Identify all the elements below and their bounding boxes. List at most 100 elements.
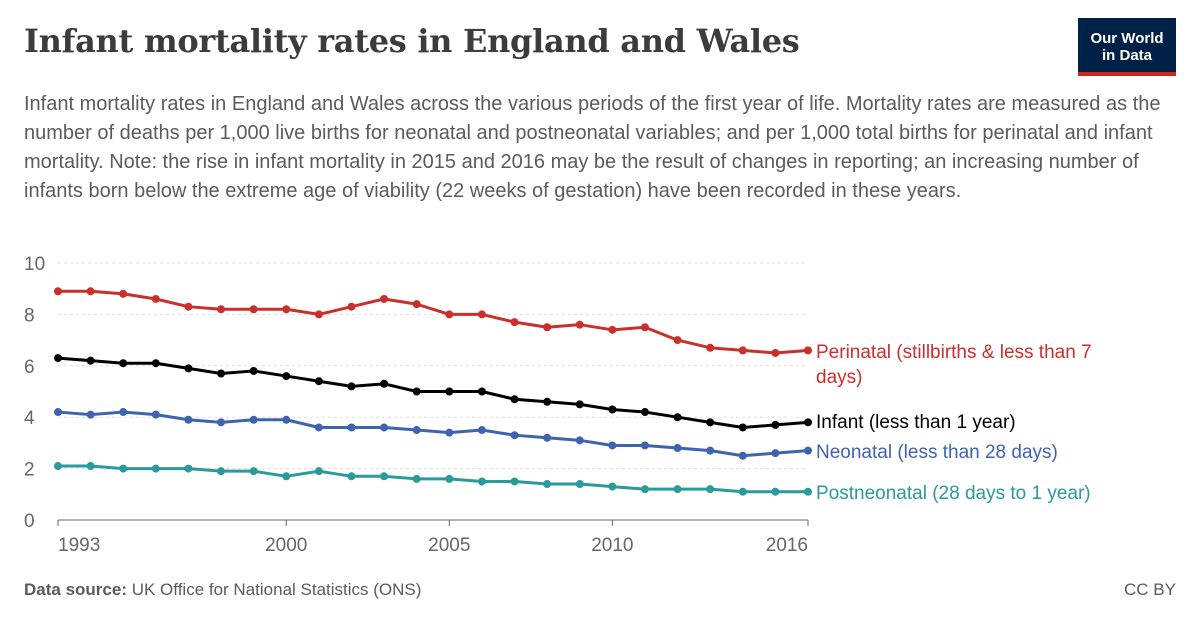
data-point-neonatal[interactable] — [119, 408, 128, 417]
data-point-perinatal[interactable] — [510, 318, 519, 327]
data-point-perinatal[interactable] — [640, 323, 649, 332]
data-point-neonatal[interactable] — [380, 423, 389, 432]
data-point-infant[interactable] — [282, 372, 291, 381]
data-point-infant[interactable] — [314, 377, 323, 386]
data-point-infant[interactable] — [608, 405, 617, 414]
data-point-postneonatal[interactable] — [445, 474, 454, 483]
data-point-perinatal[interactable] — [706, 343, 715, 352]
data-point-infant[interactable] — [477, 387, 486, 396]
data-point-postneonatal[interactable] — [804, 487, 812, 496]
data-point-infant[interactable] — [86, 356, 95, 365]
data-point-neonatal[interactable] — [412, 426, 421, 435]
data-point-perinatal[interactable] — [314, 310, 323, 319]
data-point-postneonatal[interactable] — [54, 462, 62, 471]
data-point-postneonatal[interactable] — [119, 464, 128, 473]
data-point-postneonatal[interactable] — [184, 464, 193, 473]
data-point-neonatal[interactable] — [86, 410, 95, 419]
data-point-infant[interactable] — [673, 413, 682, 422]
data-point-perinatal[interactable] — [575, 320, 584, 329]
data-point-perinatal[interactable] — [673, 336, 682, 345]
data-point-postneonatal[interactable] — [608, 482, 617, 491]
data-point-neonatal[interactable] — [738, 451, 747, 460]
data-point-perinatal[interactable] — [54, 287, 62, 296]
data-source-text[interactable]: UK Office for National Statistics (ONS) — [131, 580, 422, 599]
data-point-infant[interactable] — [640, 408, 649, 417]
data-point-neonatal[interactable] — [640, 441, 649, 450]
data-point-postneonatal[interactable] — [771, 487, 780, 496]
data-point-postneonatal[interactable] — [706, 485, 715, 494]
data-point-neonatal[interactable] — [347, 423, 356, 432]
data-point-neonatal[interactable] — [314, 423, 323, 432]
data-point-infant[interactable] — [738, 423, 747, 432]
data-point-neonatal[interactable] — [282, 415, 291, 424]
data-point-infant[interactable] — [249, 366, 258, 375]
data-point-perinatal[interactable] — [151, 294, 160, 303]
series-line-postneonatal[interactable] — [58, 464, 808, 494]
data-point-perinatal[interactable] — [380, 294, 389, 303]
series-line-infant[interactable] — [57, 356, 809, 429]
data-point-postneonatal[interactable] — [314, 467, 323, 476]
series-line-perinatal[interactable] — [58, 289, 809, 355]
data-point-postneonatal[interactable] — [249, 467, 258, 476]
data-point-postneonatal[interactable] — [575, 480, 584, 489]
data-point-neonatal[interactable] — [249, 415, 258, 424]
series-label-postneonatal[interactable]: Postneonatal (28 days to 1 year) — [816, 483, 1091, 504]
data-point-infant[interactable] — [54, 354, 62, 363]
data-point-postneonatal[interactable] — [86, 462, 95, 471]
data-point-postneonatal[interactable] — [543, 480, 552, 489]
data-point-postneonatal[interactable] — [640, 485, 649, 494]
data-point-postneonatal[interactable] — [347, 472, 356, 481]
data-point-neonatal[interactable] — [54, 408, 62, 417]
data-point-perinatal[interactable] — [771, 348, 780, 357]
series-label-neonatal[interactable]: Neonatal (less than 28 days) — [816, 442, 1058, 463]
data-point-neonatal[interactable] — [184, 415, 193, 424]
data-point-perinatal[interactable] — [184, 302, 193, 311]
series-line-neonatal[interactable] — [57, 410, 809, 458]
data-point-infant[interactable] — [347, 382, 356, 391]
data-point-infant[interactable] — [771, 420, 780, 429]
data-point-infant[interactable] — [151, 359, 160, 368]
data-point-perinatal[interactable] — [445, 310, 454, 319]
data-point-neonatal[interactable] — [151, 410, 160, 419]
data-point-postneonatal[interactable] — [282, 472, 291, 481]
data-point-infant[interactable] — [804, 418, 812, 427]
data-point-postneonatal[interactable] — [477, 477, 486, 486]
data-point-perinatal[interactable] — [119, 289, 128, 298]
data-point-infant[interactable] — [706, 418, 715, 427]
data-point-postneonatal[interactable] — [217, 467, 226, 476]
data-point-infant[interactable] — [412, 387, 421, 396]
data-point-infant[interactable] — [445, 387, 454, 396]
data-point-infant[interactable] — [217, 369, 226, 378]
data-point-neonatal[interactable] — [673, 444, 682, 453]
data-point-perinatal[interactable] — [249, 305, 258, 314]
data-point-neonatal[interactable] — [608, 441, 617, 450]
data-point-infant[interactable] — [543, 397, 552, 406]
series-label-infant[interactable]: Infant (less than 1 year) — [816, 412, 1016, 433]
series-label-perinatal[interactable]: Perinatal (stillbirths & less than 7 days… — [816, 342, 1092, 388]
data-point-perinatal[interactable] — [412, 300, 421, 309]
owid-logo[interactable]: Our World in Data — [1078, 18, 1176, 76]
data-point-perinatal[interactable] — [608, 325, 617, 334]
data-point-neonatal[interactable] — [804, 446, 812, 455]
data-point-neonatal[interactable] — [771, 449, 780, 458]
data-point-neonatal[interactable] — [706, 446, 715, 455]
data-point-perinatal[interactable] — [477, 310, 486, 319]
data-point-postneonatal[interactable] — [380, 472, 389, 481]
license-link[interactable]: CC BY — [1124, 580, 1176, 599]
data-point-neonatal[interactable] — [477, 426, 486, 435]
data-point-infant[interactable] — [575, 400, 584, 409]
data-point-neonatal[interactable] — [575, 436, 584, 445]
data-point-neonatal[interactable] — [445, 428, 454, 437]
data-point-infant[interactable] — [510, 395, 519, 404]
data-point-perinatal[interactable] — [543, 323, 552, 332]
data-point-infant[interactable] — [380, 379, 389, 388]
data-point-perinatal[interactable] — [347, 302, 356, 311]
data-point-perinatal[interactable] — [282, 305, 291, 314]
data-point-neonatal[interactable] — [543, 433, 552, 442]
data-point-neonatal[interactable] — [510, 431, 519, 440]
data-point-postneonatal[interactable] — [510, 477, 519, 486]
data-point-postneonatal[interactable] — [151, 464, 160, 473]
data-point-perinatal[interactable] — [804, 346, 812, 355]
data-point-postneonatal[interactable] — [738, 487, 747, 496]
data-point-postneonatal[interactable] — [673, 485, 682, 494]
